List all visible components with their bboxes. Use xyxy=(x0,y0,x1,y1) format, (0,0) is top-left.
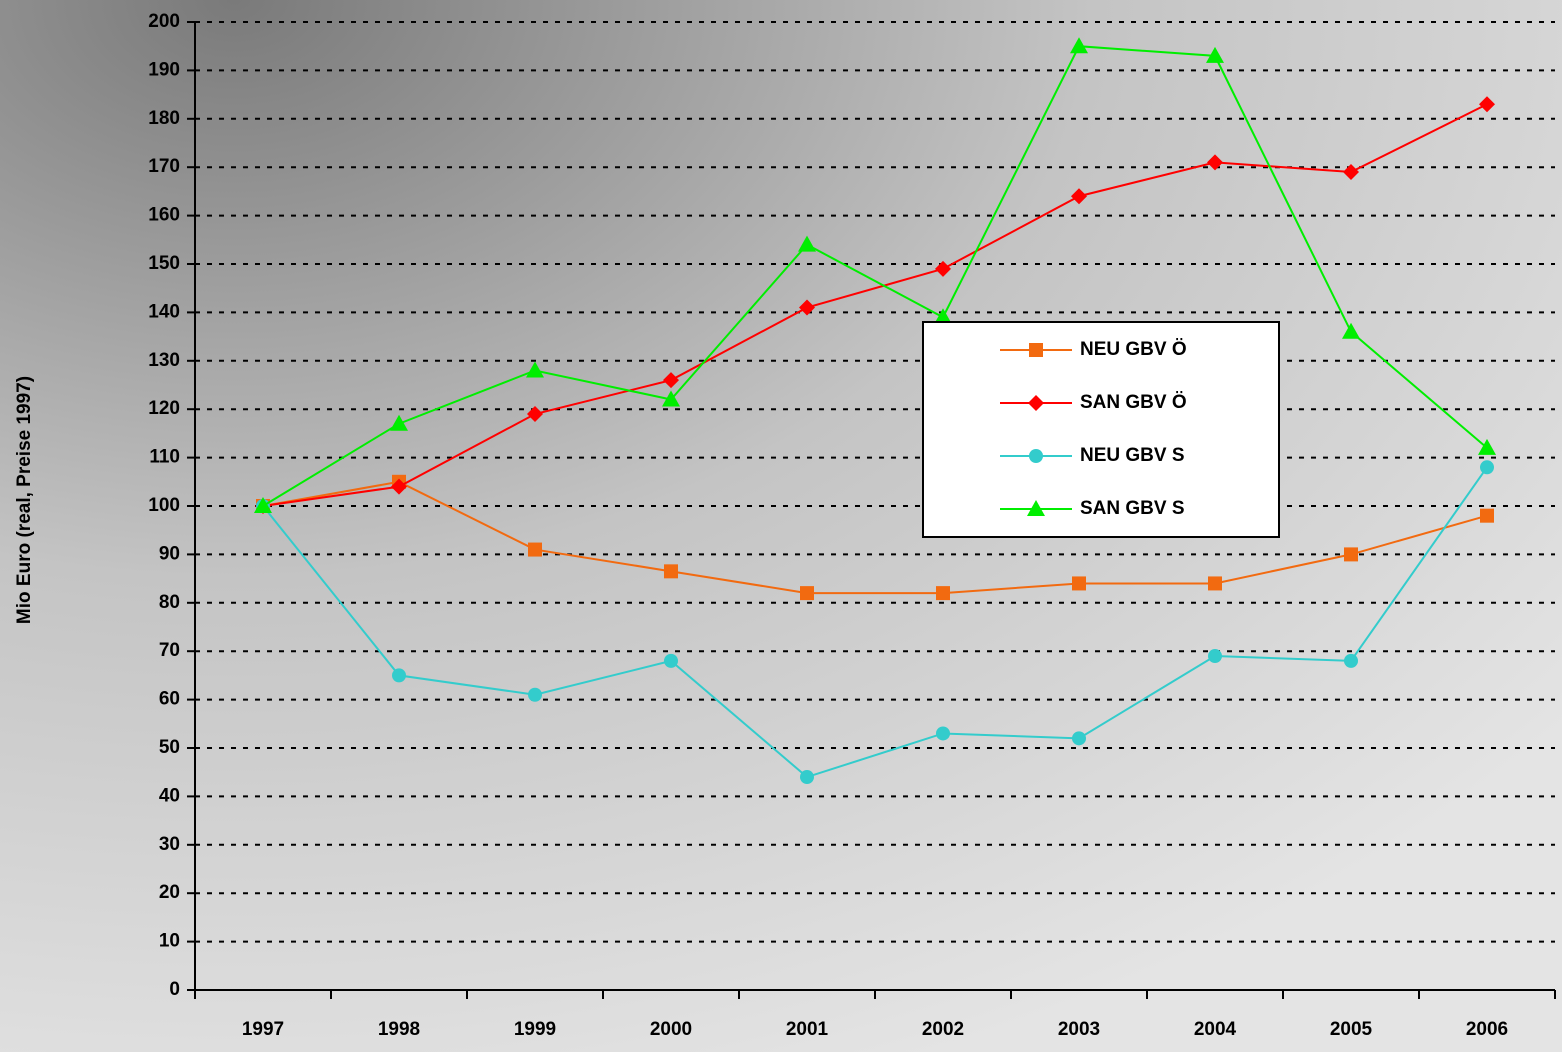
y-tick-label: 110 xyxy=(149,447,180,468)
x-tick-label: 2006 xyxy=(1466,1019,1508,1040)
data-point xyxy=(936,726,950,741)
y-tick-label: 180 xyxy=(148,108,180,129)
legend-marker xyxy=(1028,395,1044,411)
data-point xyxy=(1208,576,1222,591)
y-tick-label: 70 xyxy=(159,640,180,661)
data-point xyxy=(663,372,679,389)
y-tick-label: 160 xyxy=(148,205,180,226)
y-tick-label: 30 xyxy=(159,834,180,855)
x-tick-label: 2004 xyxy=(1194,1019,1237,1040)
legend-label: SAN GBV Ö xyxy=(1080,392,1187,413)
y-tick-label: 130 xyxy=(148,350,180,371)
y-tick-label: 60 xyxy=(159,689,180,710)
data-point xyxy=(799,299,815,316)
data-point xyxy=(1344,653,1358,668)
data-point xyxy=(1072,576,1086,591)
x-tick-label: 2005 xyxy=(1330,1019,1373,1040)
data-point xyxy=(390,414,408,431)
data-point xyxy=(1072,731,1086,746)
data-point xyxy=(1207,154,1223,171)
y-tick-label: 50 xyxy=(159,737,180,758)
y-tick-label: 150 xyxy=(148,253,180,274)
y-tick-label: 190 xyxy=(148,59,180,80)
x-tick-label: 2000 xyxy=(650,1019,692,1040)
y-tick-label: 0 xyxy=(169,979,180,1000)
x-tick-label: 2002 xyxy=(922,1019,964,1040)
y-tick-label: 100 xyxy=(148,495,180,516)
data-point xyxy=(526,361,544,378)
x-tick-label: 2003 xyxy=(1058,1019,1100,1040)
y-tick-label: 90 xyxy=(159,543,180,564)
data-point xyxy=(1208,649,1222,664)
data-point xyxy=(528,542,542,557)
data-point xyxy=(1478,438,1496,455)
data-point xyxy=(798,235,816,252)
x-tick-label: 1999 xyxy=(514,1019,556,1040)
y-tick-label: 20 xyxy=(159,882,180,903)
data-point xyxy=(1480,460,1494,475)
series-line xyxy=(262,103,1488,507)
data-point xyxy=(664,564,678,579)
data-point xyxy=(1071,188,1087,205)
data-point xyxy=(800,586,814,601)
y-tick-label: 170 xyxy=(148,156,180,177)
data-point xyxy=(800,770,814,785)
data-point xyxy=(664,653,678,668)
data-point xyxy=(391,478,407,495)
data-point xyxy=(1342,322,1360,339)
legend-label: NEU GBV S xyxy=(1080,445,1185,466)
data-point xyxy=(528,687,542,702)
y-tick-label: 80 xyxy=(159,592,180,613)
x-tick-label: 2001 xyxy=(786,1019,829,1040)
legend-marker xyxy=(1029,449,1043,463)
data-point xyxy=(1206,46,1224,63)
data-point xyxy=(662,390,680,407)
series-line xyxy=(262,480,1488,595)
y-tick-label: 120 xyxy=(148,398,180,419)
data-point xyxy=(935,260,951,277)
legend-label: SAN GBV S xyxy=(1080,498,1185,519)
y-axis-label: Mio Euro (real, Preise 1997) xyxy=(14,376,35,624)
data-point xyxy=(936,586,950,601)
data-point xyxy=(1344,547,1358,562)
data-point xyxy=(254,497,272,513)
data-point xyxy=(392,668,406,683)
series-line xyxy=(262,466,1488,779)
legend-marker xyxy=(1027,500,1045,516)
data-point xyxy=(1070,37,1088,54)
legend-marker xyxy=(1029,343,1043,357)
data-point xyxy=(1480,508,1494,523)
x-tick-label: 1997 xyxy=(242,1019,284,1040)
x-tick-label: 1998 xyxy=(378,1019,420,1040)
y-tick-label: 10 xyxy=(159,931,180,952)
data-point xyxy=(1343,164,1359,181)
data-point xyxy=(1479,96,1495,113)
data-point xyxy=(934,308,952,325)
data-point xyxy=(527,406,543,423)
y-tick-label: 140 xyxy=(148,301,180,322)
y-tick-label: 200 xyxy=(148,11,180,32)
legend xyxy=(922,321,1280,538)
legend-label: NEU GBV Ö xyxy=(1080,339,1187,360)
series-line xyxy=(262,45,1488,507)
y-tick-label: 40 xyxy=(159,785,180,806)
